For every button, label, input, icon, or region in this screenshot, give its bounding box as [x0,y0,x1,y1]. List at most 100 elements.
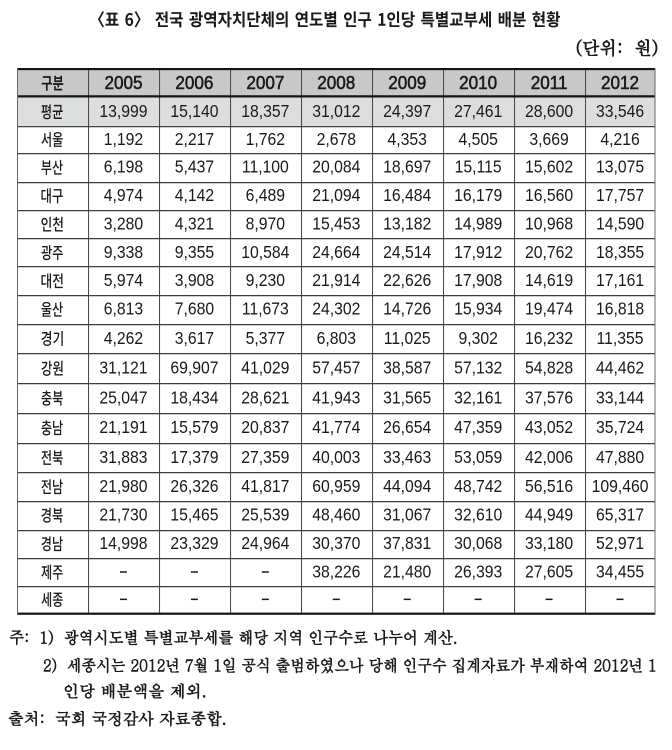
svg-text:24,514: 24,514 [383,242,431,262]
svg-text:6,813: 6,813 [104,299,143,319]
svg-text:28,600: 28,600 [525,101,573,121]
svg-text:2012: 2012 [601,72,639,93]
svg-text:20,837: 20,837 [241,417,289,437]
svg-text:21,480: 21,480 [383,562,431,582]
svg-text:44,949: 44,949 [525,505,573,525]
svg-text:19,474: 19,474 [525,299,573,319]
svg-text:3,280: 3,280 [104,214,143,234]
svg-text:17,379: 17,379 [170,447,218,467]
svg-text:5,437: 5,437 [175,157,214,177]
svg-text:31,067: 31,067 [383,505,431,525]
svg-text:53,059: 53,059 [454,447,502,467]
svg-text:52,971: 52,971 [596,533,644,553]
svg-text:41,817: 41,817 [241,476,289,496]
svg-text:30,370: 30,370 [312,533,360,553]
svg-text:9,355: 9,355 [175,242,214,262]
svg-text:21,914: 21,914 [312,270,360,290]
svg-text:2,678: 2,678 [317,129,356,149]
svg-text:31,012: 31,012 [312,101,360,121]
svg-text:21,980: 21,980 [99,476,147,496]
svg-text:4,321: 4,321 [175,214,214,234]
svg-text:21,191: 21,191 [99,417,147,437]
svg-text:2006: 2006 [175,72,213,93]
svg-text:1,192: 1,192 [104,129,143,149]
svg-text:27,461: 27,461 [454,101,502,121]
svg-text:8,970: 8,970 [246,214,285,234]
svg-text:24,397: 24,397 [383,101,431,121]
svg-text:41,029: 41,029 [241,358,289,378]
svg-text:30,068: 30,068 [454,533,502,553]
svg-text:47,880: 47,880 [596,447,644,467]
svg-text:2009: 2009 [388,72,426,93]
svg-text:15,453: 15,453 [312,214,360,234]
svg-text:37,831: 37,831 [383,533,431,553]
svg-text:13,075: 13,075 [596,157,644,177]
svg-text:33,463: 33,463 [383,447,431,467]
svg-text:9,302: 9,302 [458,328,497,348]
svg-text:24,302: 24,302 [312,299,360,319]
svg-text:4,974: 4,974 [104,185,143,205]
svg-text:33,546: 33,546 [596,101,644,121]
svg-text:35,724: 35,724 [596,417,644,437]
svg-text:14,998: 14,998 [99,533,147,553]
svg-text:13,182: 13,182 [383,214,431,234]
svg-text:22,626: 22,626 [383,270,431,290]
svg-text:2011: 2011 [531,72,568,93]
svg-text:5,974: 5,974 [104,270,143,290]
svg-text:3,669: 3,669 [529,129,568,149]
svg-text:57,132: 57,132 [454,358,502,378]
svg-text:2008: 2008 [317,72,355,93]
svg-text:5,377: 5,377 [246,328,285,348]
svg-text:31,121: 31,121 [99,358,147,378]
svg-text:16,484: 16,484 [383,185,431,205]
svg-text:26,654: 26,654 [383,417,431,437]
svg-text:38,587: 38,587 [383,358,431,378]
svg-text:25,539: 25,539 [241,505,289,525]
svg-text:24,664: 24,664 [312,242,360,262]
svg-text:31,565: 31,565 [383,388,431,408]
svg-text:27,359: 27,359 [241,447,289,467]
svg-text:33,180: 33,180 [525,533,573,553]
svg-text:56,516: 56,516 [525,476,573,496]
svg-text:34,455: 34,455 [596,562,644,582]
svg-text:9,230: 9,230 [246,270,285,290]
svg-text:4,142: 4,142 [175,185,214,205]
svg-text:14,989: 14,989 [454,214,502,234]
svg-text:41,774: 41,774 [312,417,360,437]
svg-text:25,047: 25,047 [99,388,147,408]
svg-text:11,025: 11,025 [384,328,431,348]
svg-text:11,100: 11,100 [242,157,289,177]
svg-text:17,908: 17,908 [454,270,502,290]
svg-text:18,357: 18,357 [241,101,289,121]
svg-text:11,673: 11,673 [242,299,289,319]
svg-text:16,179: 16,179 [454,185,502,205]
svg-text:47,359: 47,359 [454,417,502,437]
svg-text:18,355: 18,355 [596,242,644,262]
svg-text:60,959: 60,959 [312,476,360,496]
svg-text:26,326: 26,326 [170,476,218,496]
svg-text:27,605: 27,605 [525,562,573,582]
svg-text:16,232: 16,232 [525,328,573,348]
svg-text:42,006: 42,006 [525,447,573,467]
svg-text:23,329: 23,329 [170,533,218,553]
svg-text:57,457: 57,457 [312,358,360,378]
svg-text:14,726: 14,726 [383,299,431,319]
svg-text:38,226: 38,226 [312,562,360,582]
svg-text:2,217: 2,217 [175,129,214,149]
svg-text:15,140: 15,140 [170,101,218,121]
svg-text:14,590: 14,590 [596,214,644,234]
svg-text:44,094: 44,094 [383,476,431,496]
svg-text:10,584: 10,584 [241,242,289,262]
svg-text:2007: 2007 [246,72,284,93]
svg-text:13,999: 13,999 [99,101,147,121]
svg-text:44,462: 44,462 [596,358,644,378]
svg-text:15,934: 15,934 [454,299,502,319]
svg-text:65,317: 65,317 [596,505,644,525]
svg-text:4,262: 4,262 [104,328,143,348]
svg-text:2010: 2010 [459,72,497,93]
svg-text:15,465: 15,465 [170,505,218,525]
svg-text:10,968: 10,968 [525,214,573,234]
svg-text:15,115: 15,115 [455,157,502,177]
svg-text:17,161: 17,161 [596,270,644,290]
svg-text:6,489: 6,489 [246,185,285,205]
